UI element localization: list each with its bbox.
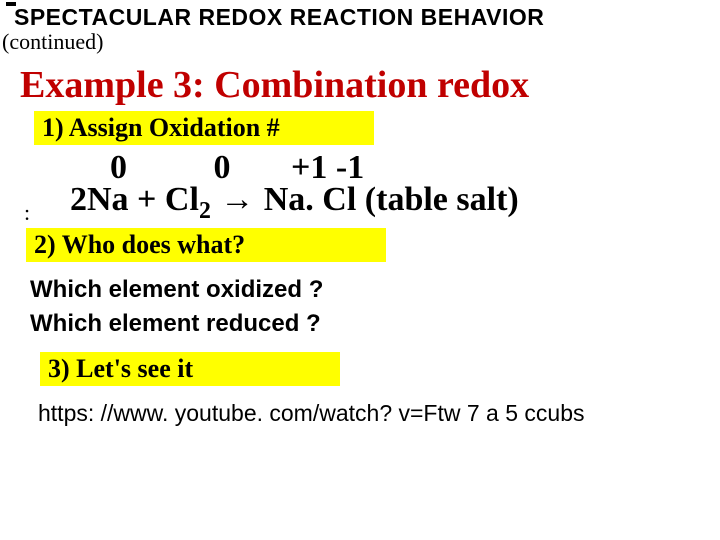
colon-marker: : [24, 200, 30, 226]
step-1-box: 1) Assign Oxidation # [34, 111, 374, 145]
continued-label: (continued) [0, 29, 720, 55]
arrow-icon: → [211, 180, 264, 218]
oxidation-numbers-row: 0 0 +1 -1 [70, 151, 720, 185]
youtube-url: https: //www. youtube. com/watch? v=Ftw … [38, 400, 720, 427]
nacl-product: Na. Cl (table salt) [264, 181, 519, 218]
equation-block: 0 0 +1 -1 2Na + Cl2 → Na. Cl (table salt… [70, 151, 720, 218]
na-plus-cl: Na + Cl [87, 181, 199, 218]
example-title: Example 3: Combination redox [0, 63, 720, 107]
step-2-box: 2) Who does what? [26, 228, 386, 262]
cl-subscript: 2 [199, 198, 211, 224]
page-header-title: SPECTACULAR REDOX REACTION BEHAVIOR [0, 0, 720, 31]
ox-na: 0 [110, 151, 127, 185]
equation-row: 2Na + Cl2 → Na. Cl (table salt) [70, 181, 720, 218]
coef-na: 2 [70, 181, 87, 218]
step-3-box: 3) Let's see it [40, 352, 340, 386]
question-oxidized: Which element oxidized ? [30, 276, 720, 304]
ox-nacl: +1 -1 [291, 151, 364, 185]
question-reduced: Which element reduced ? [30, 310, 720, 338]
